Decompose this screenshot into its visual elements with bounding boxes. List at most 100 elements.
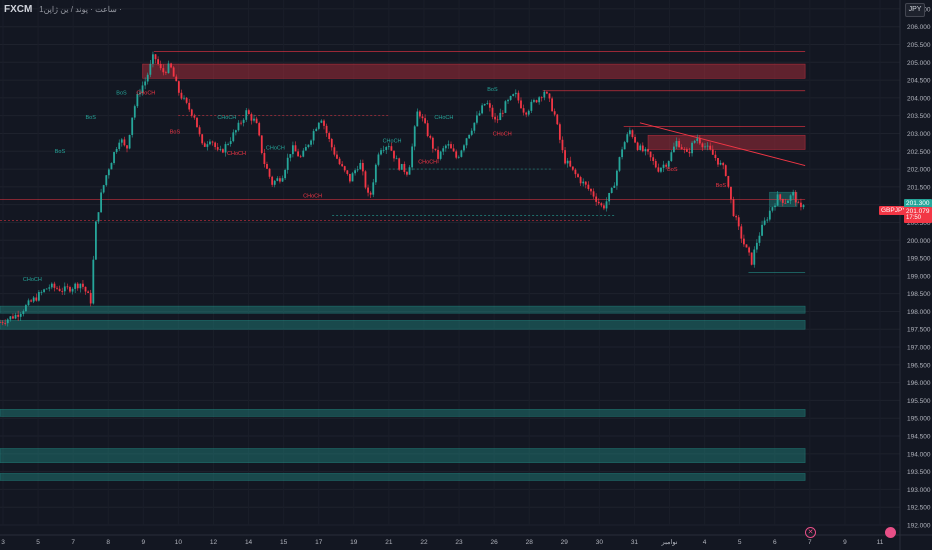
candle-up	[40, 291, 43, 293]
candle-down	[535, 100, 538, 103]
candle-down	[680, 147, 683, 150]
candle-down	[431, 137, 434, 149]
x-tick-label: 9	[843, 539, 847, 546]
candle-down	[748, 247, 750, 253]
x-tick-label: 31	[631, 539, 639, 546]
symbol-description: 1ساعت · پوند / ین ژاپن ·	[39, 5, 122, 14]
x-tick-label: 28	[526, 539, 534, 546]
tradingview-logo-icon[interactable]	[885, 527, 896, 538]
candle-down	[369, 192, 372, 195]
candle-down	[455, 151, 458, 158]
time-axis[interactable]: 3 5 7 8 9 10 12 14 15 17 19 21 22 23 26 28 29 30 31 نوامبر 4…	[1, 538, 884, 546]
comments-icon[interactable]: ✕	[805, 527, 816, 538]
candle-up	[753, 249, 756, 265]
y-tick-label: 194.500	[907, 434, 931, 441]
candle-down	[701, 143, 704, 148]
candle-up	[25, 305, 27, 312]
candle-up	[512, 94, 515, 97]
candle-down	[745, 244, 748, 248]
candle-up	[310, 140, 312, 145]
candle-up	[245, 110, 248, 120]
candle-up	[110, 163, 113, 170]
structure-label: BoS	[716, 183, 727, 189]
candle-up	[457, 156, 460, 158]
candle-up	[146, 74, 149, 82]
supply-zone	[647, 134, 806, 150]
candle-up	[152, 54, 154, 64]
candle-up	[789, 195, 792, 201]
candle-down	[126, 145, 128, 149]
candle-up	[470, 130, 473, 135]
candle-up	[499, 112, 502, 121]
candle-up	[9, 316, 12, 320]
x-tick-label: 17	[315, 539, 323, 546]
candle-down	[279, 178, 281, 182]
candle-down	[240, 122, 242, 124]
candle-up	[706, 145, 709, 147]
symbol-header[interactable]: FXCM 1ساعت · پوند / ین ژاپن ·	[4, 4, 122, 15]
candle-down	[797, 202, 800, 204]
candle-down	[361, 162, 364, 172]
y-tick-label: 192.000	[907, 523, 931, 530]
structure-label: CHoCH	[136, 90, 155, 96]
last-price-tag: 201.079	[904, 207, 932, 216]
candle-down	[17, 314, 20, 317]
candle-up	[442, 148, 445, 152]
candle-down	[657, 167, 660, 172]
candle-down	[494, 116, 496, 120]
candle-down	[652, 157, 655, 162]
candle-up	[253, 118, 255, 121]
candle-down	[488, 103, 491, 108]
structure-label: BoS	[55, 149, 66, 155]
upper-price-tag: 201.300	[904, 199, 932, 208]
candle-up	[802, 205, 805, 208]
structure-label: BoS	[86, 115, 97, 121]
candle-up	[131, 117, 134, 135]
currency-button[interactable]: JPY	[905, 3, 925, 17]
candle-up	[608, 192, 611, 202]
candle-up	[761, 224, 763, 236]
x-tick-label: 7	[71, 539, 75, 546]
candle-down	[564, 150, 566, 164]
candle-up	[224, 144, 227, 153]
price-axis[interactable]: 192.000 192.500 193.000 193.500 194.000 194.5…	[907, 6, 931, 529]
candle-up	[45, 288, 48, 290]
candle-up	[400, 163, 403, 170]
y-tick-label: 197.500	[907, 327, 931, 334]
candle-up	[32, 297, 35, 302]
candle-up	[107, 169, 110, 176]
x-tick-label: 10	[175, 539, 183, 546]
y-tick-label: 196.500	[907, 362, 931, 369]
candle-down	[297, 151, 299, 157]
candle-down	[590, 188, 592, 192]
candle-down	[577, 174, 579, 178]
candle-down	[177, 81, 180, 93]
candle-down	[164, 72, 167, 74]
structure-label: BoS	[487, 87, 498, 93]
candle-up	[105, 175, 108, 186]
candle-up	[704, 146, 706, 148]
candle-up	[43, 289, 45, 292]
candle-up	[120, 139, 123, 143]
candle-up	[530, 101, 533, 111]
candles	[0, 51, 805, 327]
symbol-name: FXCM	[4, 4, 33, 15]
candle-down	[724, 165, 727, 176]
candle-down	[665, 164, 668, 167]
candle-up	[302, 150, 305, 157]
candle-down	[522, 108, 525, 113]
candle-down	[188, 102, 191, 110]
structure-label: CHoCH	[434, 115, 453, 121]
candle-up	[74, 283, 77, 289]
candle-down	[784, 202, 787, 204]
candle-up	[385, 147, 388, 150]
candle-up	[662, 164, 665, 168]
structure-label: CHoCH	[266, 145, 285, 151]
candle-down	[571, 166, 574, 170]
candle-down	[328, 133, 331, 140]
candle-up	[102, 185, 105, 193]
candle-down	[421, 116, 424, 119]
candle-up	[615, 170, 618, 186]
